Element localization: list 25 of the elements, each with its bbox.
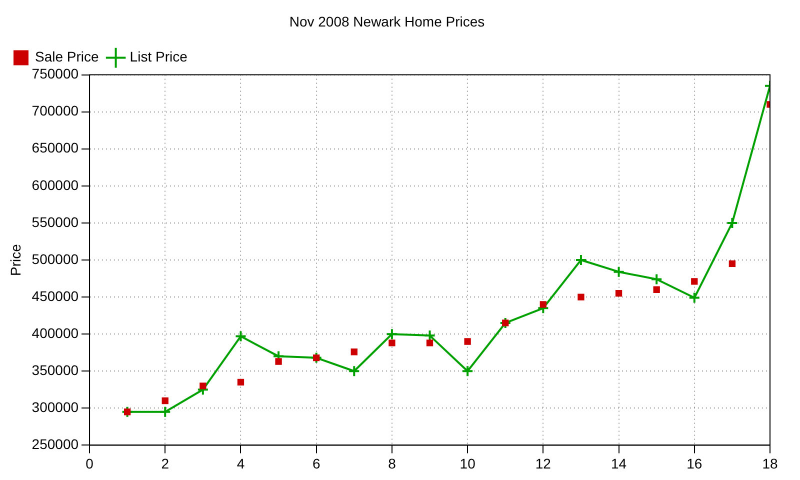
y-tick-label: 600000 xyxy=(32,176,79,193)
chart-title: Nov 2008 Newark Home Prices xyxy=(289,13,485,30)
y-tick-label: 750000 xyxy=(32,66,79,82)
y-tick-label: 400000 xyxy=(32,324,79,341)
x-tick-label: 0 xyxy=(86,455,94,472)
x-tick-label: 6 xyxy=(312,455,320,472)
y-tick-label: 700000 xyxy=(32,102,79,119)
x-tick-label: 14 xyxy=(610,455,627,472)
y-tick-label: 350000 xyxy=(32,362,79,378)
y-tick-label: 450000 xyxy=(32,288,79,304)
x-tick-label: 12 xyxy=(535,455,552,472)
y-tick-label: 300000 xyxy=(32,399,79,416)
x-tick-label: 10 xyxy=(460,455,476,472)
x-tick-label: 16 xyxy=(686,455,702,472)
x-tick-label: 4 xyxy=(236,455,245,472)
y-tick-label: 550000 xyxy=(32,214,79,230)
y-tick-label: 500000 xyxy=(32,250,79,267)
y-tick-label: 250000 xyxy=(32,436,79,452)
x-tick-label: 2 xyxy=(161,455,170,472)
x-tick-label: 18 xyxy=(762,455,778,472)
legend-label: Sale Price xyxy=(35,48,100,65)
x-tick-label: 8 xyxy=(388,455,396,472)
y-axis-title: Price xyxy=(7,244,24,276)
y-tick-label: 650000 xyxy=(32,140,79,156)
legend-label: List Price xyxy=(130,48,188,65)
